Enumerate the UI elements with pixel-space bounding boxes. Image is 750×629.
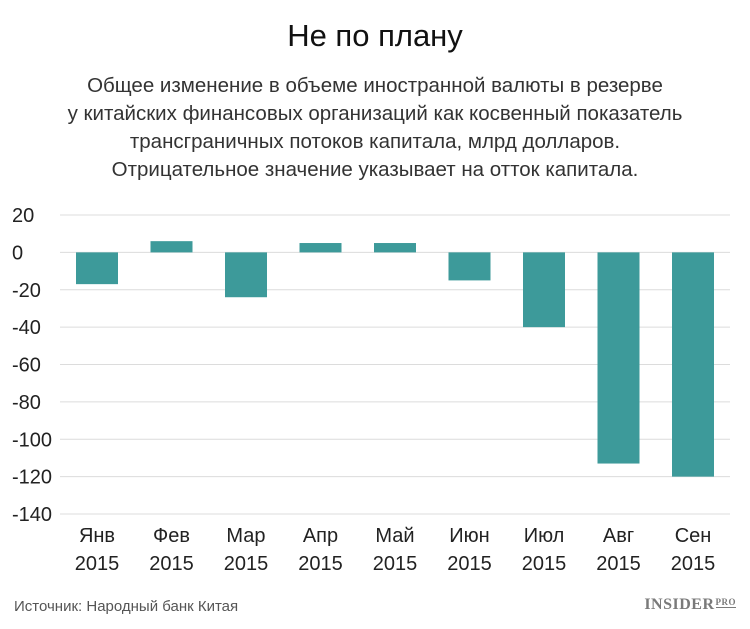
x-tick-label-month: Апр: [303, 525, 338, 547]
insider-pro-logo: INSIDERPRO: [644, 596, 736, 614]
x-tick-label-year: 2015: [224, 553, 269, 575]
chart-title: Не по плану: [287, 18, 463, 53]
bar: [76, 252, 118, 285]
subtitle-line: у китайских финансовых организаций как к…: [67, 102, 683, 125]
y-tick-label: -60: [12, 355, 41, 377]
y-tick-label: -20: [12, 280, 41, 302]
y-tick-label: -120: [12, 467, 52, 489]
source-note: Источник: Народный банк Китая: [14, 598, 239, 615]
x-tick-label-year: 2015: [149, 553, 194, 575]
x-tick-label-year: 2015: [75, 553, 120, 575]
bar: [597, 252, 640, 464]
subtitle-line: Общее изменение в объеме иностранной вал…: [87, 74, 663, 97]
x-tick-label-year: 2015: [447, 553, 492, 575]
bar: [523, 252, 565, 328]
x-tick-label-year: 2015: [298, 553, 343, 575]
x-tick-label-month: Июл: [524, 525, 565, 547]
bar: [374, 243, 416, 253]
x-tick-label-year: 2015: [671, 553, 716, 575]
bar: [672, 252, 714, 477]
subtitle-line: трансграничных потоков капитала, млрд до…: [129, 130, 621, 153]
x-tick-label-month: Сен: [675, 525, 712, 547]
x-tick-label-month: Мар: [226, 525, 265, 547]
logo-main: INSIDER: [644, 596, 715, 613]
bar: [299, 243, 342, 253]
bar: [448, 252, 491, 281]
x-tick-label-month: Фев: [153, 525, 190, 547]
y-tick-label: -140: [12, 504, 52, 526]
bar: [150, 241, 193, 253]
subtitle-line: Отрицательное значение указывает на отто…: [111, 158, 639, 181]
x-tick-label-year: 2015: [596, 553, 641, 575]
y-tick-label: -40: [12, 317, 41, 339]
y-tick-label: 20: [12, 205, 34, 227]
y-tick-label: 0: [12, 242, 23, 264]
y-tick-label: -80: [12, 392, 41, 414]
bar: [225, 252, 267, 298]
chart-subtitle: Общее изменение в объеме иностранной вал…: [40, 72, 710, 184]
logo-sup: PRO: [715, 597, 736, 608]
y-tick-label: -100: [12, 429, 52, 451]
x-tick-label-month: Май: [375, 525, 414, 547]
x-tick-label-year: 2015: [373, 553, 418, 575]
x-tick-label-year: 2015: [522, 553, 567, 575]
x-tick-label-month: Янв: [79, 525, 115, 547]
x-tick-label-month: Июн: [449, 525, 489, 547]
x-tick-label-month: Авг: [603, 525, 634, 547]
